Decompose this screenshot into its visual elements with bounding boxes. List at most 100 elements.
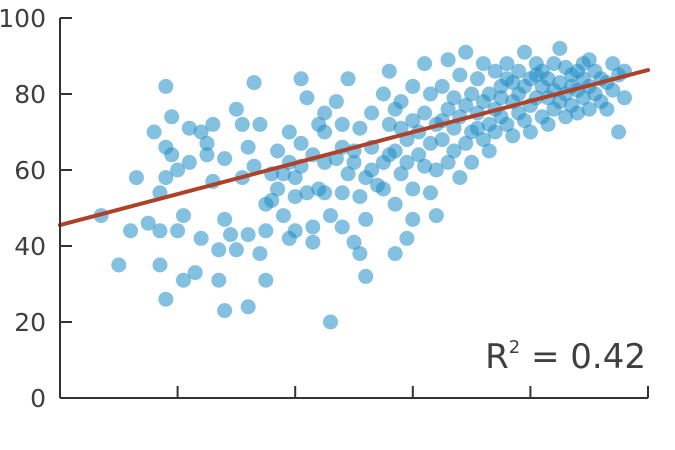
data-point: [469, 120, 485, 136]
data-point: [399, 230, 415, 246]
y-tick-label: 100: [0, 4, 46, 33]
data-point: [481, 86, 497, 102]
data-point: [240, 139, 256, 155]
data-point: [375, 181, 391, 197]
data-point: [252, 246, 268, 262]
data-point: [187, 265, 203, 281]
data-point: [552, 40, 568, 56]
data-point: [181, 154, 197, 170]
scatter-points-layer: [93, 40, 632, 330]
data-point: [258, 223, 274, 239]
data-point: [317, 105, 333, 121]
data-point: [464, 154, 480, 170]
r-squared-base: R: [485, 337, 509, 377]
data-point: [299, 185, 315, 201]
data-point: [517, 44, 533, 60]
data-point: [417, 56, 433, 72]
trend-line: [58, 68, 650, 228]
data-point: [417, 105, 433, 121]
data-point: [405, 181, 421, 197]
data-point: [499, 116, 515, 132]
data-point: [475, 56, 491, 72]
r-squared-annotation: R2 = 0.42: [485, 337, 646, 377]
data-point: [164, 109, 180, 125]
data-point: [234, 116, 250, 132]
data-point: [405, 211, 421, 227]
data-point: [387, 143, 403, 159]
data-point: [175, 208, 191, 224]
data-point: [317, 185, 333, 201]
data-point: [405, 113, 421, 129]
data-point: [446, 143, 462, 159]
data-point: [211, 272, 227, 288]
data-point: [458, 97, 474, 113]
data-point: [605, 56, 621, 72]
data-point: [334, 116, 350, 132]
data-point: [575, 90, 591, 106]
data-point: [152, 223, 168, 239]
data-point: [381, 63, 397, 79]
data-point: [393, 120, 409, 136]
r-squared-superscript: 2: [509, 337, 520, 358]
data-point: [340, 166, 356, 182]
data-point: [464, 86, 480, 102]
data-point: [340, 71, 356, 87]
data-point: [440, 52, 456, 68]
data-point: [375, 86, 391, 102]
data-point: [152, 257, 168, 273]
data-point: [275, 166, 291, 182]
y-tick-label: 80: [14, 80, 46, 109]
data-point: [434, 132, 450, 148]
data-point: [270, 143, 286, 159]
data-point: [317, 154, 333, 170]
data-point: [246, 75, 262, 91]
data-point: [364, 162, 380, 178]
data-point: [140, 215, 156, 231]
data-point: [275, 208, 291, 224]
data-point: [352, 189, 368, 205]
data-point: [393, 94, 409, 110]
data-point: [422, 185, 438, 201]
data-point: [281, 124, 297, 140]
data-point: [170, 223, 186, 239]
data-point: [475, 132, 491, 148]
data-point: [381, 116, 397, 132]
data-point: [505, 75, 521, 91]
data-point: [287, 170, 303, 186]
data-point: [605, 82, 621, 98]
data-point: [240, 227, 256, 243]
data-point: [199, 135, 215, 151]
data-point: [487, 63, 503, 79]
data-point: [487, 124, 503, 140]
data-point: [599, 101, 615, 117]
data-point: [346, 234, 362, 250]
data-point: [111, 257, 127, 273]
data-point: [252, 116, 268, 132]
data-point: [481, 143, 497, 159]
y-tick-label: 40: [14, 232, 46, 261]
data-point: [446, 90, 462, 106]
data-point: [358, 268, 374, 284]
data-point: [405, 78, 421, 94]
data-point: [611, 124, 627, 140]
data-point: [123, 223, 139, 239]
data-point: [205, 116, 221, 132]
data-point: [387, 196, 403, 212]
data-point: [569, 105, 585, 121]
data-point: [540, 116, 556, 132]
data-point: [546, 56, 562, 72]
data-point: [616, 90, 632, 106]
data-point: [181, 120, 197, 136]
data-point: [499, 56, 515, 72]
data-point: [217, 303, 233, 319]
data-point: [364, 105, 380, 121]
data-point: [422, 135, 438, 151]
data-point: [240, 299, 256, 315]
data-point: [317, 124, 333, 140]
data-point: [387, 246, 403, 262]
data-point: [164, 147, 180, 163]
data-point: [175, 272, 191, 288]
data-point: [505, 128, 521, 144]
data-point: [299, 90, 315, 106]
